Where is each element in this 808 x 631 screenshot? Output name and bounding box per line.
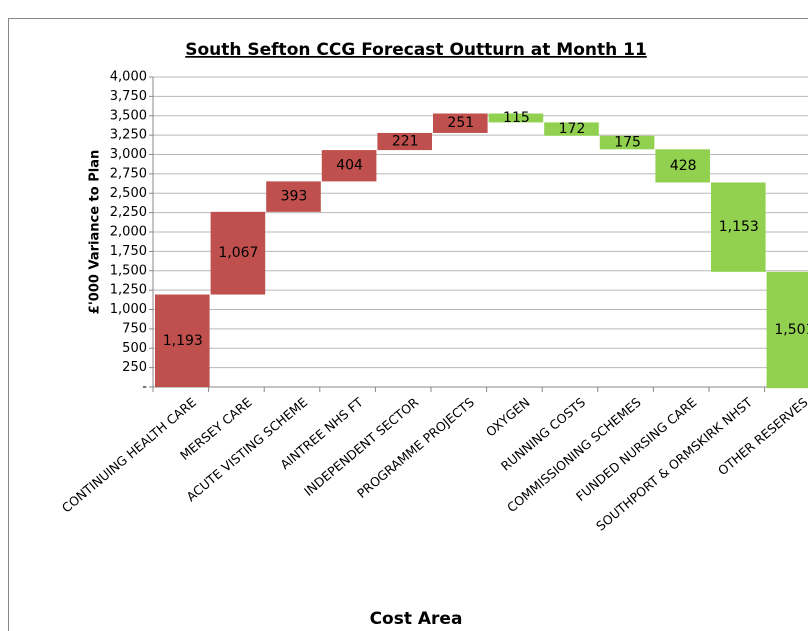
y-tick-label: 3,500 [110, 108, 147, 123]
y-tick-label: - [142, 380, 147, 395]
data-label: 1,067 [218, 245, 258, 261]
data-label: 221 [392, 134, 419, 150]
data-label: 175 [614, 135, 641, 151]
y-tick-label: 2,750 [110, 166, 147, 181]
bar [377, 132, 432, 151]
data-label: 428 [670, 158, 697, 174]
data-label: 1,153 [719, 219, 759, 235]
bar [433, 113, 488, 133]
y-tick-label: 2,250 [110, 205, 147, 220]
bar [599, 135, 655, 150]
bar [266, 181, 321, 212]
y-tick-label: 1,750 [110, 244, 147, 259]
y-axis-title: £'000 Variance to Plan [88, 150, 103, 314]
bar [655, 149, 710, 183]
x-axis-title: Cost Area [370, 609, 463, 629]
data-label: 251 [447, 115, 474, 131]
y-tick-label: 1,500 [110, 263, 147, 278]
bar [766, 271, 808, 389]
data-label: 1,193 [163, 333, 203, 349]
y-tick-label: 2,000 [110, 225, 147, 240]
bar [210, 211, 266, 295]
y-tick-label: 250 [122, 360, 147, 375]
y-tick-label: 500 [122, 341, 147, 356]
y-tick-label: 3,000 [110, 147, 147, 162]
y-tick-label: 750 [122, 321, 147, 336]
chart-frame [8, 18, 808, 631]
data-label: 172 [559, 121, 586, 137]
data-label: 1,501 [774, 322, 808, 338]
data-label: 404 [336, 158, 363, 174]
y-tick-label: 3,750 [110, 89, 147, 104]
y-tick-label: 3,250 [110, 128, 147, 143]
chart-title: South Sefton CCG Forecast Outturn at Mon… [185, 40, 647, 60]
bar [155, 294, 210, 387]
y-tick-label: 2,500 [110, 186, 147, 201]
data-label: 115 [503, 110, 530, 126]
y-tick-label: 1,250 [110, 283, 147, 298]
bar [711, 182, 766, 272]
bar [488, 113, 544, 123]
y-tick-label: 1,000 [110, 302, 147, 317]
bar [321, 150, 377, 182]
y-tick-label: 4,000 [110, 70, 147, 85]
bar [544, 122, 599, 136]
data-label: 393 [281, 189, 308, 205]
